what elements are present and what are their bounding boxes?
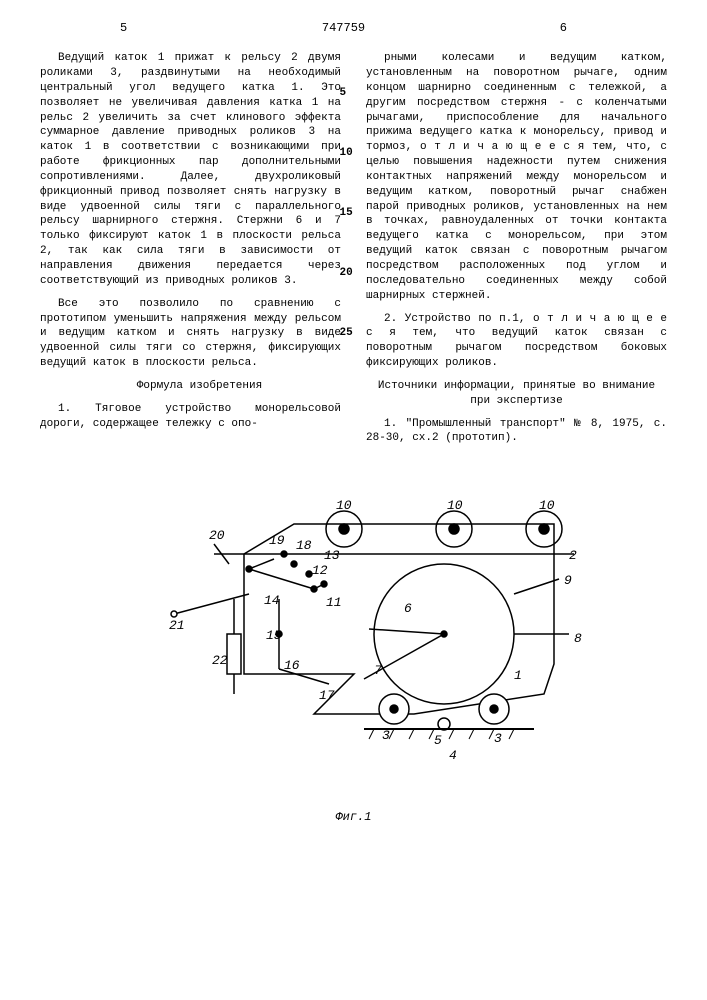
label-8: 8 bbox=[574, 631, 582, 646]
paragraph: 2. Устройство по п.1, о т л и ч а ю щ е … bbox=[366, 312, 667, 371]
label-18: 18 bbox=[296, 538, 312, 553]
column-left: Ведущий каток 1 прижат к рельсу 2 двумя … bbox=[40, 51, 341, 454]
label-16: 16 bbox=[284, 658, 300, 673]
patent-number: 747759 bbox=[322, 20, 365, 36]
page-num-right: 6 bbox=[560, 20, 567, 36]
paragraph: Ведущий каток 1 прижат к рельсу 2 двумя … bbox=[40, 51, 341, 289]
label-4: 4 bbox=[449, 748, 457, 763]
label-7: 7 bbox=[374, 663, 382, 678]
label-13: 13 bbox=[324, 548, 340, 563]
label-1: 1 bbox=[514, 668, 522, 683]
label-17: 17 bbox=[319, 688, 335, 703]
paragraph: 1. "Промышленный транспорт" № 8, 1975, с… bbox=[366, 417, 667, 447]
label-10a: 10 bbox=[336, 498, 352, 513]
figure-caption: Фиг.1 bbox=[40, 809, 667, 825]
label-10b: 10 bbox=[447, 498, 463, 513]
paragraph: Все это позволило по сравнению с прототи… bbox=[40, 297, 341, 371]
formula-title: Формула изобретения bbox=[40, 379, 341, 394]
line-num: 25 bbox=[340, 326, 353, 341]
label-3b: 3 bbox=[494, 731, 502, 746]
figure-1: 1 2 3 3 4 5 6 7 8 9 10 10 10 11 12 13 14… bbox=[40, 484, 667, 825]
label-19: 19 bbox=[269, 533, 285, 548]
line-num: 15 bbox=[340, 206, 353, 221]
label-21: 21 bbox=[169, 618, 185, 633]
label-9: 9 bbox=[564, 573, 572, 588]
line-num: 10 bbox=[340, 146, 353, 161]
label-14: 14 bbox=[264, 593, 280, 608]
label-12: 12 bbox=[312, 563, 328, 578]
label-2: 2 bbox=[569, 548, 577, 563]
label-3: 3 bbox=[382, 728, 390, 743]
label-11: 11 bbox=[326, 595, 342, 610]
line-num: 5 bbox=[340, 86, 347, 101]
column-right: рными колесами и ведущим катком, установ… bbox=[366, 51, 667, 454]
paragraph: рными колесами и ведущим катком, установ… bbox=[366, 51, 667, 303]
page-num-left: 5 bbox=[120, 20, 127, 36]
label-22: 22 bbox=[212, 653, 228, 668]
sources-title: Источники информации, принятые во вниман… bbox=[366, 379, 667, 409]
label-6: 6 bbox=[404, 601, 412, 616]
line-num: 20 bbox=[340, 266, 353, 281]
paragraph: 1. Тяговое устройство монорельсовой доро… bbox=[40, 402, 341, 432]
label-15: 15 bbox=[266, 628, 282, 643]
label-5: 5 bbox=[434, 733, 442, 748]
label-20: 20 bbox=[209, 528, 225, 543]
label-10c: 10 bbox=[539, 498, 555, 513]
